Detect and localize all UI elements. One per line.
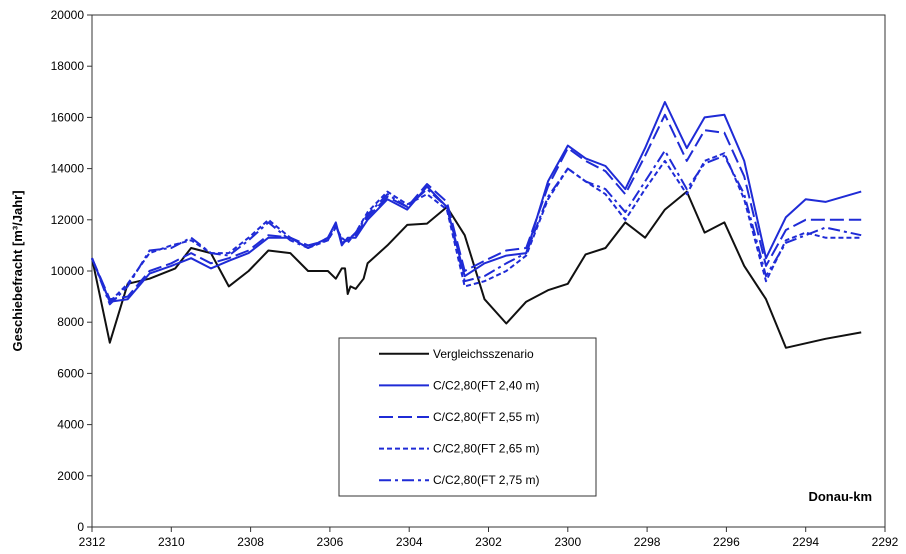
series-line — [91, 113, 862, 301]
series-line — [91, 149, 862, 306]
x-tick-label: 2298 — [634, 535, 661, 549]
x-tick-label: 2302 — [475, 535, 502, 549]
x-tick-label: 2300 — [554, 535, 581, 549]
x-tick-label: 2294 — [792, 535, 819, 549]
legend-label: C/C2,80(FT 2,75 m) — [433, 473, 539, 487]
legend-label: C/C2,80(FT 2,65 m) — [433, 442, 539, 456]
legend-label: Vergleichsszenario — [433, 347, 534, 361]
y-tick-label: 12000 — [51, 213, 85, 227]
y-axis-label: Geschiebefracht [m³/Jahr] — [10, 190, 25, 351]
y-tick-label: 4000 — [57, 418, 84, 432]
y-tick-label: 8000 — [57, 315, 84, 329]
x-tick-label: 2308 — [237, 535, 264, 549]
x-tick-label: 2296 — [713, 535, 740, 549]
y-tick-label: 18000 — [51, 59, 85, 73]
legend-label: C/C2,80(FT 2,55 m) — [433, 410, 539, 424]
series-line — [91, 190, 862, 349]
y-tick-label: 6000 — [57, 366, 84, 380]
x-tick-label: 2292 — [872, 535, 899, 549]
x-tick-label: 2304 — [396, 535, 423, 549]
series-line — [91, 152, 862, 303]
x-tick-label: 2310 — [158, 535, 185, 549]
y-tick-label: 20000 — [51, 8, 85, 22]
y-tick-label: 10000 — [51, 264, 85, 278]
y-tick-label: 2000 — [57, 469, 84, 483]
y-tick-label: 16000 — [51, 110, 85, 124]
x-axis-label: Donau-km — [808, 489, 872, 504]
y-tick-label: 14000 — [51, 162, 85, 176]
x-tick-label: 2312 — [79, 535, 106, 549]
legend-label: C/C2,80(FT 2,40 m) — [433, 378, 539, 392]
y-tick-label: 0 — [77, 520, 84, 534]
x-tick-label: 2306 — [317, 535, 344, 549]
